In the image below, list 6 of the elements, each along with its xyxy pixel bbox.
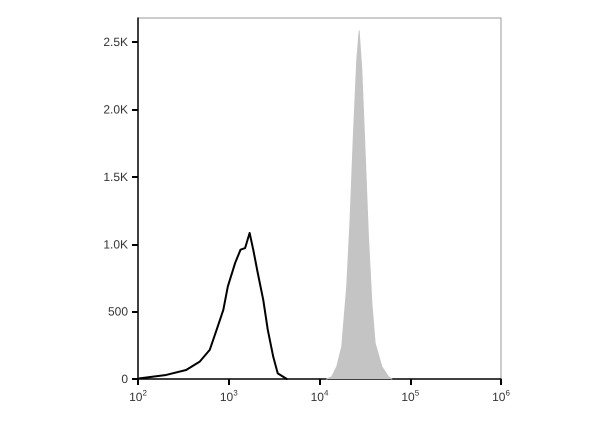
y-tick-label: 1.5K bbox=[103, 170, 128, 184]
y-tick-label: 500 bbox=[108, 304, 128, 319]
y-tick-label: 0 bbox=[121, 372, 128, 386]
y-tick-label: 1.0K bbox=[103, 237, 128, 252]
y-tick-label: 2.0K bbox=[103, 102, 128, 117]
y-tick-label: 2.5K bbox=[103, 35, 128, 50]
